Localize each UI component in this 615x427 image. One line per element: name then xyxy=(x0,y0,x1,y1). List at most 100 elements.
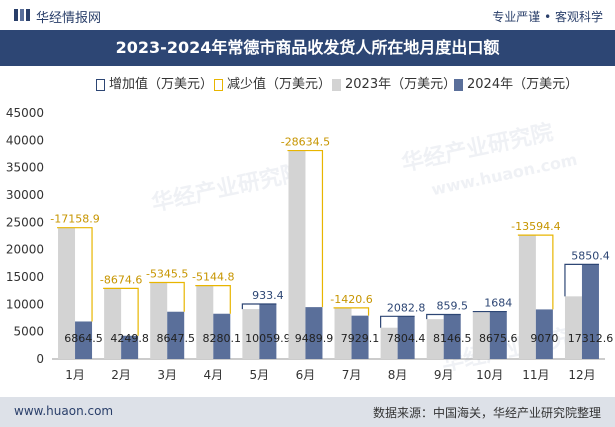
bar-2024 xyxy=(535,309,553,359)
change-value-label: 5850.4 xyxy=(571,249,610,262)
bar-2024 xyxy=(121,335,139,359)
data-label-2024: 9070 xyxy=(530,332,558,345)
bar-2024 xyxy=(167,311,185,359)
legend-label: 2024年（万美元） xyxy=(467,77,579,92)
x-tick-label: 3月 xyxy=(157,368,177,382)
decrease-outline xyxy=(287,149,324,308)
bar-2023 xyxy=(472,311,490,359)
decrease-outline xyxy=(103,287,139,336)
increase-outline xyxy=(241,303,277,310)
data-label-2024: 7929.1 xyxy=(341,332,380,345)
footer-url: www.huaon.com xyxy=(14,404,114,418)
bar-2023 xyxy=(426,319,444,359)
bar-2024 xyxy=(259,304,277,359)
data-label-2024: 6864.5 xyxy=(64,332,103,345)
bar-2023 xyxy=(58,227,76,359)
y-tick-label: 20000 xyxy=(6,243,44,257)
chart-legend: 增加值（万美元） 减少值（万美元） 2023年（万美元） 2024年（万美元） xyxy=(0,76,615,96)
decrease-outline xyxy=(517,234,554,310)
x-tick-label: 6月 xyxy=(296,368,316,382)
bar-2023 xyxy=(288,150,306,359)
x-tick-label: 7月 xyxy=(342,368,362,382)
change-value-label: -5345.5 xyxy=(146,268,188,281)
change-value-label: -17158.9 xyxy=(50,213,99,226)
bar-2023 xyxy=(104,288,122,359)
change-value-label: 1684 xyxy=(484,297,512,310)
change-value-label: -1420.6 xyxy=(330,293,372,306)
bar-2023 xyxy=(518,235,536,359)
bar-2023 xyxy=(150,282,168,359)
x-tick-label: 12月 xyxy=(568,368,595,382)
change-value-label: -13594.4 xyxy=(511,220,560,233)
bar-2023 xyxy=(242,309,260,359)
decrease-outline xyxy=(57,227,93,322)
legend-label: 减少值（万美元） xyxy=(227,77,332,92)
y-tick-label: 0 xyxy=(36,352,44,366)
decrease-outline xyxy=(333,307,370,316)
bar-2023 xyxy=(196,285,214,359)
data-source: 数据来源：中国海关，华经产业研究院整理 xyxy=(372,406,601,420)
bar-chart: 0 5000 10000 15000 20000 25000 30000 35000 40000… xyxy=(6,106,614,382)
data-label-2024: 8280.1 xyxy=(203,332,242,345)
y-tick-label: 10000 xyxy=(6,297,44,311)
change-value-label: -28634.5 xyxy=(281,136,330,149)
footer: www.huaon.com 数据来源：中国海关，华经产业研究院整理 xyxy=(0,397,615,427)
y-tick-label: 25000 xyxy=(6,215,44,229)
chart-title: 2023-2024年常德市商品收发货人所在地月度出口额 xyxy=(115,38,500,57)
change-value-label: 933.4 xyxy=(252,289,284,302)
decrease-outline xyxy=(195,285,231,314)
bar-2024 xyxy=(75,321,93,359)
change-value-label: 2082.8 xyxy=(387,301,426,314)
increase-outline xyxy=(380,315,415,328)
legend-swatch-2024 xyxy=(454,79,463,91)
change-value-label: -5144.8 xyxy=(192,271,234,284)
bar-2024 xyxy=(305,307,323,359)
legend-swatch-2023 xyxy=(332,79,341,91)
y-tick-label: 35000 xyxy=(6,161,44,175)
x-tick-label: 4月 xyxy=(203,368,223,382)
title-bar: 2023-2024年常德市商品收发货人所在地月度出口额 xyxy=(0,30,615,66)
data-label-2024: 9489.9 xyxy=(295,332,334,345)
y-tick-label: 15000 xyxy=(6,270,44,284)
x-tick-label: 5月 xyxy=(250,368,270,382)
bar-2024 xyxy=(397,316,415,359)
data-label-2024: 4249.8 xyxy=(110,332,149,345)
change-value-label: -8674.6 xyxy=(100,273,142,286)
legend-swatch-increase xyxy=(96,79,105,91)
y-tick-label: 45000 xyxy=(6,106,44,120)
bar-2024 xyxy=(489,311,507,359)
x-tick-label: 2月 xyxy=(111,368,131,382)
legend-swatch-decrease xyxy=(214,79,223,91)
x-tick-label: 9月 xyxy=(434,368,454,382)
x-tick-label: 1月 xyxy=(65,368,85,382)
change-value-label: 859.5 xyxy=(436,299,468,312)
slogan: 专业严谨 • 客观科学 xyxy=(492,10,603,24)
x-tick-label: 8月 xyxy=(388,368,408,382)
x-tick-label: 10月 xyxy=(476,368,503,382)
legend-label: 2023年（万美元） xyxy=(345,77,457,92)
bar-2024 xyxy=(443,314,461,359)
increase-outline xyxy=(426,313,461,320)
huajing-logo-icon xyxy=(14,9,30,21)
data-label-2024: 7804.4 xyxy=(387,332,426,345)
bar-2024 xyxy=(581,264,599,359)
bar-2024 xyxy=(213,313,231,359)
bar-2023 xyxy=(334,307,352,359)
data-label-2024: 8647.5 xyxy=(156,332,195,345)
data-label-2024: 8146.5 xyxy=(433,332,472,345)
bar-2024 xyxy=(351,315,369,359)
data-label-2024: 10059.9 xyxy=(245,332,291,345)
x-tick-label: 11月 xyxy=(522,368,549,382)
top-bar: 华经情报网 专业严谨 • 客观科学 xyxy=(0,0,615,30)
bar-2023 xyxy=(380,327,398,359)
legend-label: 增加值（万美元） xyxy=(109,77,214,92)
data-label-2024: 8675.6 xyxy=(479,332,518,345)
y-tick-label: 5000 xyxy=(13,325,44,339)
site-name: 华经情报网 xyxy=(36,11,102,26)
y-tick-label: 40000 xyxy=(6,133,44,147)
data-label-2024: 17312.6 xyxy=(568,332,614,345)
increase-outline xyxy=(564,263,599,297)
decrease-outline xyxy=(149,281,185,312)
y-tick-label: 30000 xyxy=(6,188,44,202)
bar-2023 xyxy=(564,296,582,359)
